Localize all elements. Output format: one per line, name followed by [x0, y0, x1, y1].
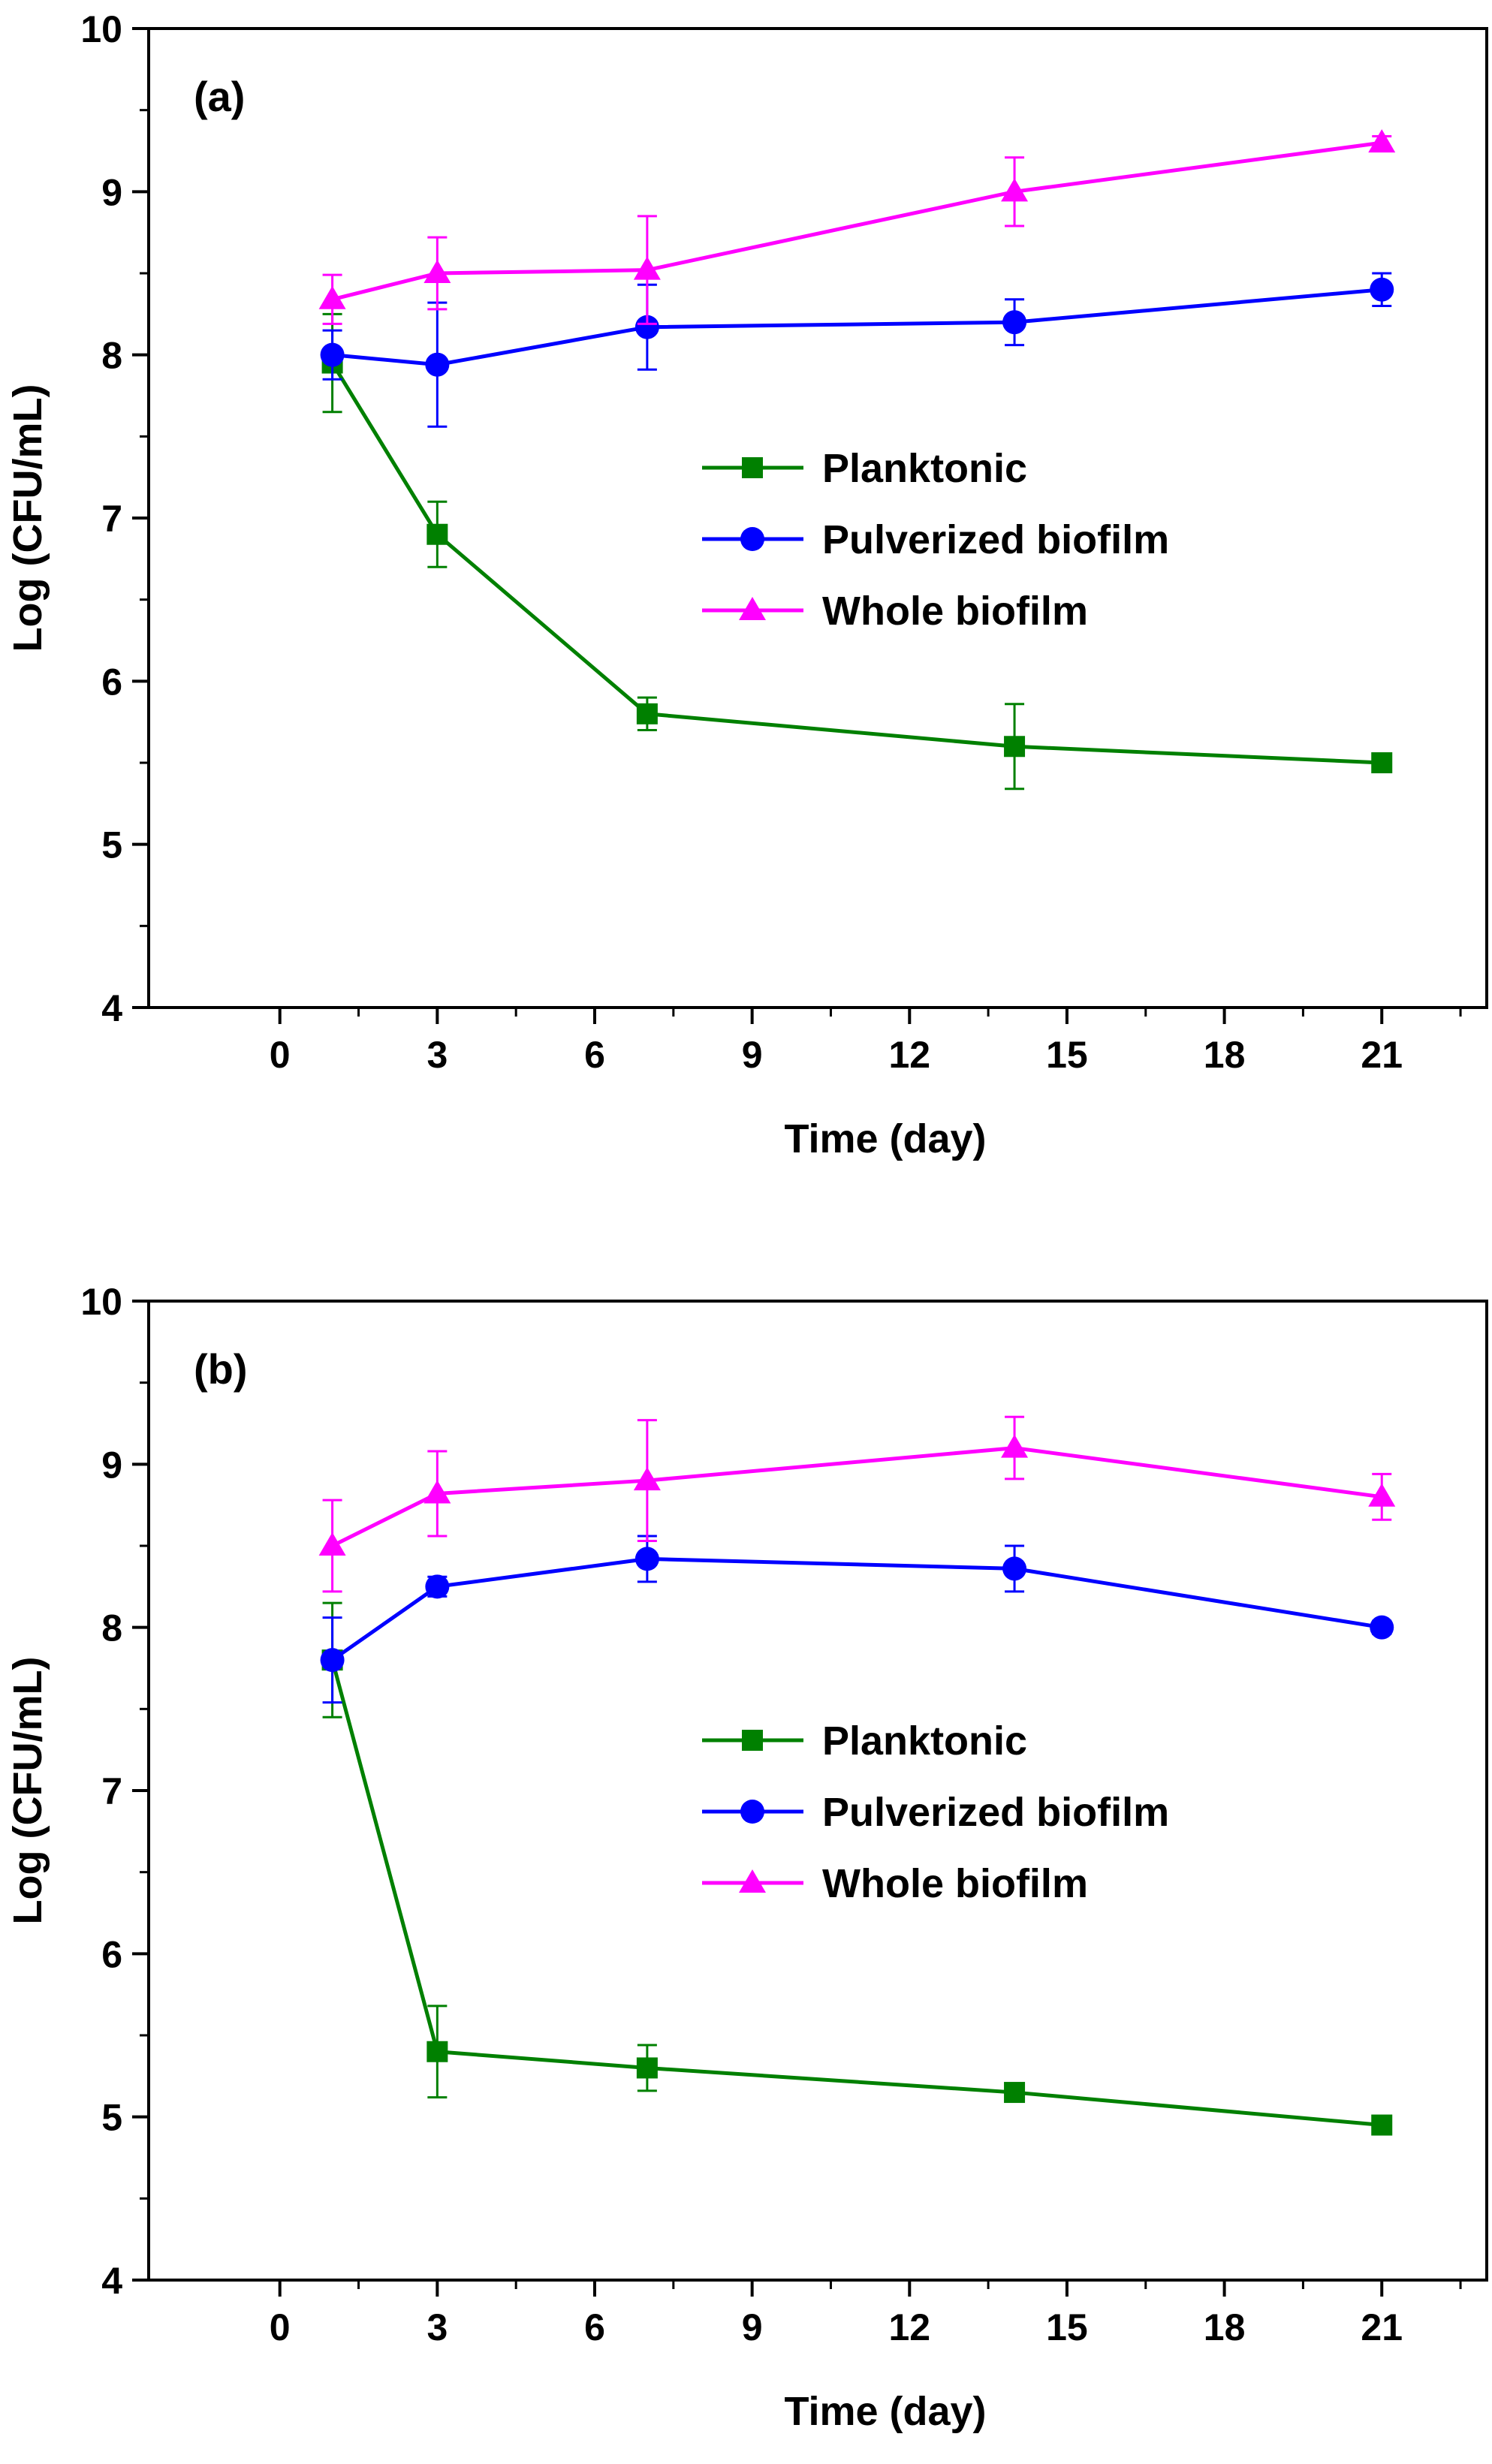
data-point: [1371, 752, 1393, 773]
data-point: [1370, 1615, 1394, 1640]
legend-marker: [740, 1800, 764, 1824]
legend-label: Pulverized biofilm: [822, 1790, 1169, 1835]
x-tick-label: 3: [427, 2306, 448, 2348]
y-axis-title: Log (CFU/mL): [5, 1657, 50, 1925]
data-point: [634, 1547, 659, 1571]
series-pulverized-biofilm: [320, 1535, 1394, 1704]
y-tick-label: 5: [101, 824, 122, 866]
y-tick-label: 7: [101, 498, 122, 540]
data-point: [1002, 1556, 1027, 1581]
x-tick-label: 18: [1204, 2306, 1246, 2348]
legend: Planktonic Pulverized biofilm Whole biofil…: [702, 1718, 1169, 1906]
y-tick-label: 5: [101, 2097, 122, 2139]
legend: Planktonic Pulverized biofilm Whole biofil…: [702, 446, 1169, 634]
legend-marker: [742, 1730, 763, 1751]
chart-panel-1: 0 3 6 9 12 15 18 21 4 5 6 7 8 9 10 Time (day) Log (CFU/m…: [5, 8, 1488, 1161]
x-tick-label: 21: [1361, 2306, 1403, 2348]
data-point: [427, 2041, 448, 2062]
y-tick-label: 4: [101, 987, 122, 1029]
x-tick-label: 0: [270, 2306, 291, 2348]
data-point: [427, 523, 448, 545]
x-tick-label: 12: [888, 2306, 930, 2348]
legend-label: Whole biofilm: [822, 1861, 1088, 1906]
y-tick-label: 4: [101, 2260, 122, 2302]
data-point: [633, 256, 661, 280]
data-point: [423, 1480, 451, 1504]
data-point: [425, 352, 450, 377]
data-point: [320, 1648, 345, 1673]
y-tick-label: 9: [101, 1444, 122, 1486]
data-point: [1001, 178, 1029, 202]
y-axis-title: Log (CFU/mL): [5, 384, 50, 652]
x-tick-label: 18: [1204, 1034, 1246, 1076]
data-point: [1370, 277, 1394, 302]
y-tick-label: 10: [80, 8, 122, 50]
data-point: [1004, 736, 1026, 758]
legend-marker: [740, 527, 764, 551]
data-point: [320, 342, 345, 367]
panel-label: (b): [194, 1345, 248, 1393]
series-whole-biofilm: [318, 1415, 1396, 1593]
x-tick-label: 15: [1046, 2306, 1088, 2348]
x-tick-label: 9: [742, 1034, 763, 1076]
legend-marker: [742, 457, 763, 478]
x-tick-label: 21: [1361, 1034, 1403, 1076]
data-point: [1368, 1483, 1396, 1507]
x-tick-label: 6: [584, 1034, 605, 1076]
x-tick-label: 0: [270, 1034, 291, 1076]
legend-marker: [739, 1869, 766, 1893]
data-point: [1371, 2114, 1393, 2136]
x-tick-label: 12: [888, 1034, 930, 1076]
series-pulverized-biofilm: [320, 272, 1394, 428]
y-tick-label: 6: [101, 661, 122, 703]
data-point: [423, 260, 451, 283]
x-tick-label: 3: [427, 1034, 448, 1076]
legend-label: Pulverized biofilm: [822, 517, 1169, 562]
y-tick-label: 6: [101, 1933, 122, 1975]
y-tick-label: 10: [80, 1281, 122, 1323]
x-axis-title: Time (day): [784, 2389, 986, 2434]
x-tick-label: 6: [584, 2306, 605, 2348]
legend-label: Planktonic: [822, 446, 1027, 491]
y-tick-label: 8: [101, 1607, 122, 1649]
legend-marker: [739, 597, 766, 620]
y-tick-label: 8: [101, 335, 122, 377]
data-point: [636, 2057, 658, 2079]
data-point: [633, 1467, 661, 1491]
data-point: [318, 285, 346, 309]
panel-label: (a): [194, 73, 245, 120]
y-tick-label: 9: [101, 171, 122, 213]
data-point: [634, 315, 659, 339]
x-tick-label: 15: [1046, 1034, 1088, 1076]
data-point: [1368, 129, 1396, 153]
x-axis-title: Time (day): [784, 1116, 986, 1161]
legend-label: Planktonic: [822, 1718, 1027, 1764]
x-tick-label: 9: [742, 2306, 763, 2348]
data-point: [636, 703, 658, 724]
data-point: [318, 1532, 346, 1556]
data-point: [1002, 310, 1027, 335]
legend-label: Whole biofilm: [822, 589, 1088, 634]
data-point: [1004, 2082, 1026, 2104]
data-point: [1001, 1434, 1029, 1458]
chart-panel-2: 0 3 6 9 12 15 18 21 4 5 6 7 8 9 10 Time (day) Log (CFU/m…: [5, 1281, 1488, 2434]
series-whole-biofilm: [318, 129, 1396, 325]
data-point: [425, 1574, 450, 1599]
y-tick-label: 7: [101, 1770, 122, 1812]
